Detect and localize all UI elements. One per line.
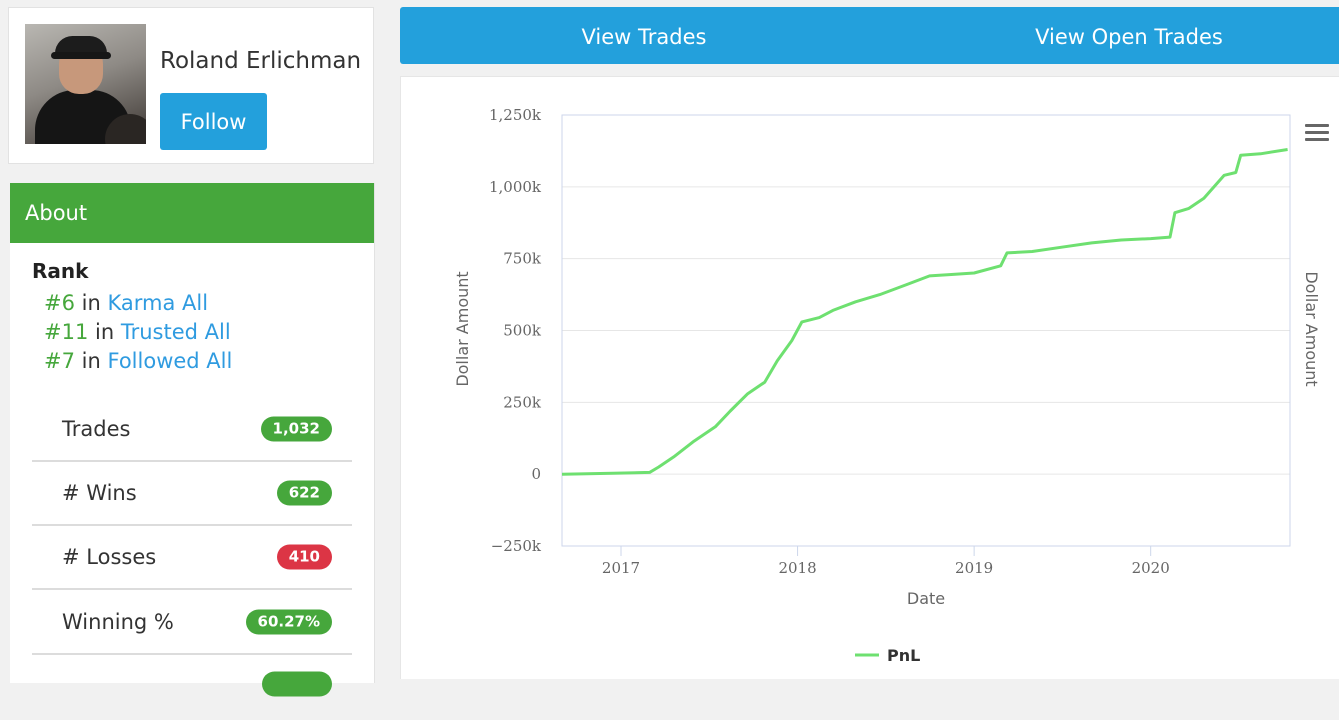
avatar-cap bbox=[55, 36, 107, 56]
x-tick-label: 2019 bbox=[955, 559, 993, 577]
trades-nav-bar: View Trades View Open Trades bbox=[400, 7, 1339, 64]
stat-label: # Losses bbox=[62, 545, 157, 569]
y-tick-label: −250k bbox=[491, 537, 542, 555]
follow-button[interactable]: Follow bbox=[160, 93, 267, 150]
y-tick-layer: −250k 0 250k 500k 750k 1,000k 1,250k bbox=[489, 106, 542, 555]
about-panel: About Rank #6 in Karma All #11 in Truste… bbox=[10, 183, 375, 697]
x-tick-label: 2017 bbox=[602, 559, 640, 577]
y-axis-title: Dollar Amount bbox=[453, 271, 472, 386]
rank-row-trusted: #11 in Trusted All bbox=[44, 320, 231, 344]
stat-label: Trades bbox=[62, 417, 131, 441]
plot-border bbox=[561, 114, 1291, 547]
stat-row-winning-percent: Winning % 60.27% bbox=[32, 591, 352, 655]
series-line-pnl bbox=[561, 148, 1288, 476]
stat-row-trades: Trades 1,032 bbox=[32, 398, 352, 462]
x-tick-label: 2018 bbox=[778, 559, 816, 577]
grid-layer bbox=[562, 114, 1290, 547]
avatar-cap-brim bbox=[51, 52, 111, 59]
rank-title: Rank bbox=[32, 259, 89, 283]
pnl-chart-panel: −250k 0 250k 500k 750k 1,000k 1,250k 2017 2018 2… bbox=[400, 76, 1339, 679]
stat-label: Winning % bbox=[62, 610, 174, 634]
profile-card: Roland Erlichman Follow bbox=[8, 7, 374, 164]
stat-label: # Wins bbox=[62, 481, 137, 505]
y-tick-label: 1,000k bbox=[489, 178, 542, 196]
rank-link-trusted[interactable]: Trusted All bbox=[120, 320, 231, 344]
rank-in: in bbox=[81, 291, 101, 315]
y-axis-title-right: Dollar Amount bbox=[1302, 271, 1321, 386]
stat-row-wins: # Wins 622 bbox=[32, 462, 352, 526]
stat-row-losses: # Losses 410 bbox=[32, 526, 352, 590]
legend-item-pnl[interactable]: PnL bbox=[855, 646, 920, 665]
tab-view-trades[interactable]: View Trades bbox=[581, 25, 707, 49]
rank-link-karma[interactable]: Karma All bbox=[107, 291, 209, 315]
stat-badge-winning-percent: 60.27% bbox=[245, 609, 332, 635]
rank-row-followed: #7 in Followed All bbox=[44, 349, 232, 373]
stat-badge-losses: 410 bbox=[276, 544, 332, 570]
rank-in: in bbox=[95, 320, 115, 344]
rank-in: in bbox=[81, 349, 101, 373]
tab-view-open-trades[interactable]: View Open Trades bbox=[1035, 25, 1223, 49]
y-tick-label: 500k bbox=[503, 322, 542, 340]
rank-number: #7 bbox=[44, 349, 75, 373]
rank-row-karma: #6 in Karma All bbox=[44, 291, 208, 315]
rank-link-followed[interactable]: Followed All bbox=[107, 349, 233, 373]
stat-badge-trades: 1,032 bbox=[260, 416, 332, 442]
y-tick-label: 250k bbox=[503, 393, 542, 411]
x-axis-title: Date bbox=[907, 589, 945, 608]
y-tick-label: 0 bbox=[531, 465, 541, 483]
x-tick-layer: 2017 2018 2019 2020 bbox=[602, 546, 1170, 577]
legend-label[interactable]: PnL bbox=[887, 646, 920, 665]
y-tick-label: 750k bbox=[503, 250, 542, 268]
avatar[interactable] bbox=[25, 24, 146, 144]
rank-number: #6 bbox=[44, 291, 75, 315]
stat-badge-wins: 622 bbox=[276, 480, 332, 506]
y-tick-label: 1,250k bbox=[489, 106, 542, 124]
x-tick-label: 2020 bbox=[1132, 559, 1170, 577]
hamburger-menu-icon[interactable] bbox=[1304, 123, 1330, 141]
rank-number: #11 bbox=[44, 320, 89, 344]
stat-row-next bbox=[32, 656, 352, 720]
about-header: About bbox=[10, 183, 374, 243]
stat-badge-partial bbox=[262, 671, 332, 697]
profile-name: Roland Erlichman bbox=[160, 48, 362, 74]
